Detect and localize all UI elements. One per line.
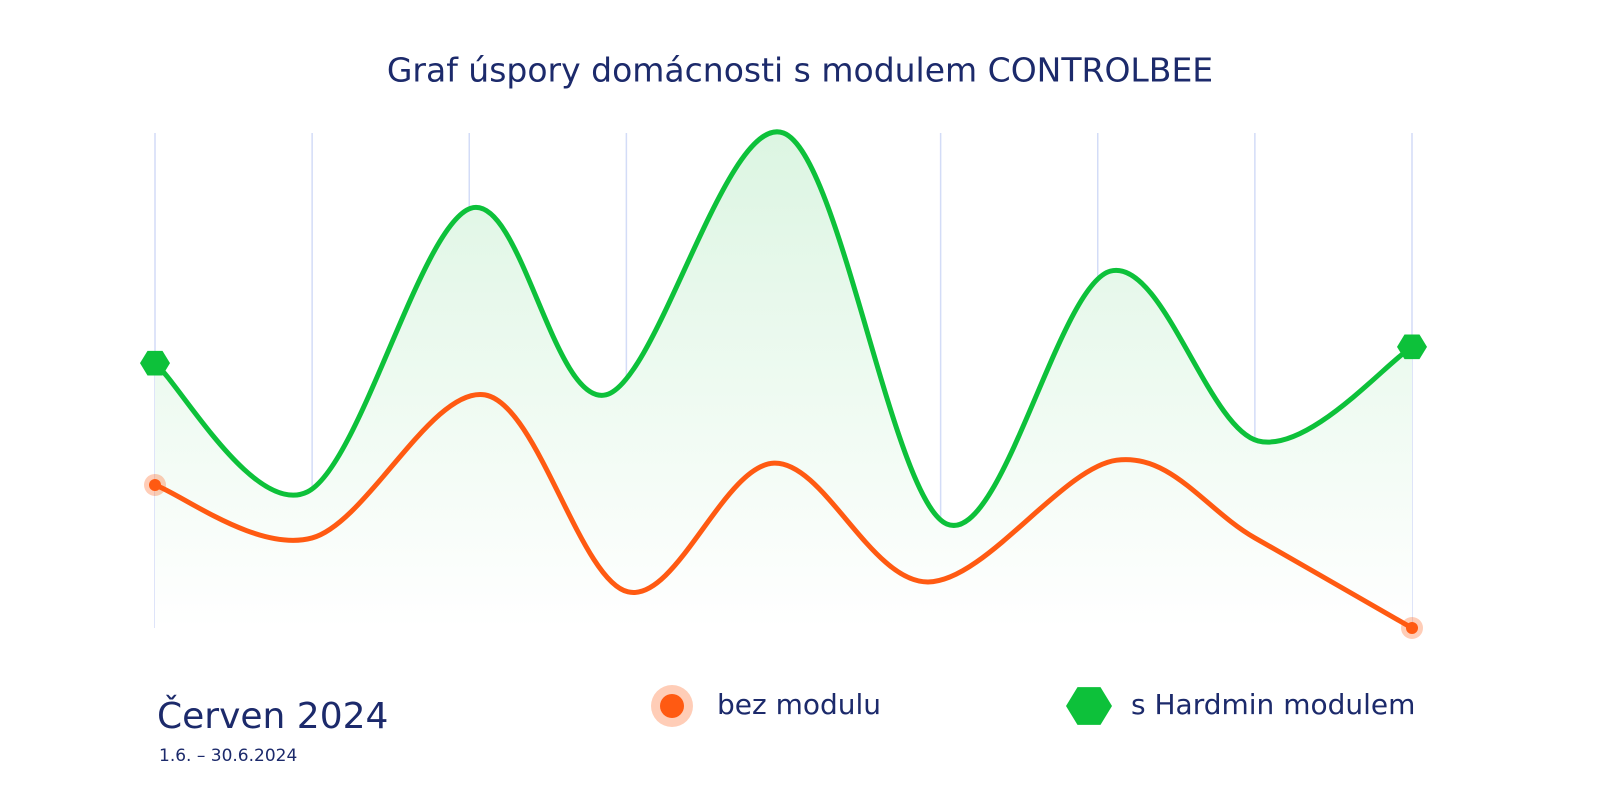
- area: [155, 131, 1412, 628]
- period-range: 1.6. – 30.6.2024: [159, 746, 297, 766]
- line: [153, 129, 1414, 528]
- end-marker: [1397, 334, 1427, 360]
- line: [154, 392, 1414, 631]
- legend-marker: [1066, 687, 1112, 725]
- legend-label: s Hardmin modulem: [1131, 688, 1415, 721]
- legend-label: bez modulu: [717, 688, 881, 721]
- legend-marker: [660, 694, 684, 718]
- end-marker: [149, 478, 161, 491]
- chart-title: Graf úspory domácnosti s modulem CONTROL…: [387, 51, 1213, 90]
- end-marker: [1406, 622, 1418, 634]
- end-marker: [140, 350, 170, 376]
- period-label: Červen 2024: [157, 695, 388, 737]
